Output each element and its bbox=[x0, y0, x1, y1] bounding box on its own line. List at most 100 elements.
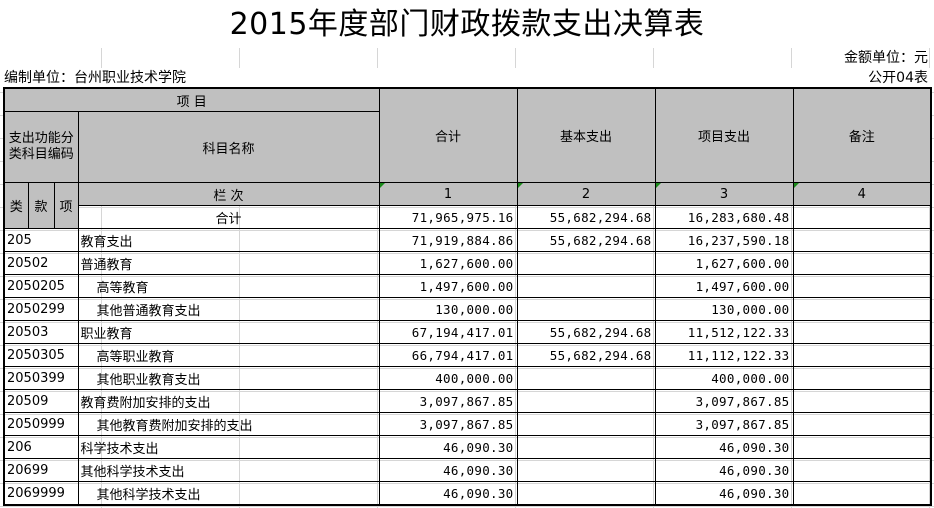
total-row-basic[interactable]: 55,682,294.68 bbox=[516, 205, 656, 229]
col-index-2[interactable]: 2 bbox=[516, 182, 656, 206]
row-total[interactable]: 130,000.00 bbox=[378, 297, 518, 321]
row-project[interactable]: 16,237,590.18 bbox=[654, 228, 794, 252]
row-subject-name[interactable]: 其他职业教育支出 bbox=[77, 366, 380, 390]
total-row-project[interactable]: 16,283,680.48 bbox=[654, 205, 794, 229]
row-basic[interactable] bbox=[516, 412, 656, 436]
header-lei[interactable]: 类 bbox=[3, 182, 29, 229]
header-subject-name[interactable]: 科目名称 bbox=[77, 111, 380, 183]
row-code[interactable]: 2050305 bbox=[3, 343, 79, 367]
row-code[interactable]: 205 bbox=[3, 228, 79, 252]
row-code[interactable]: 20509 bbox=[3, 389, 79, 413]
row-total[interactable]: 66,794,417.01 bbox=[378, 343, 518, 367]
row-project[interactable]: 3,097,867.85 bbox=[654, 412, 794, 436]
row-note[interactable] bbox=[792, 228, 932, 252]
row-subject-name[interactable]: 科学技术支出 bbox=[77, 435, 380, 459]
row-total[interactable]: 1,497,600.00 bbox=[378, 274, 518, 298]
row-note[interactable] bbox=[792, 366, 932, 390]
row-code[interactable]: 20502 bbox=[3, 251, 79, 275]
row-basic[interactable]: 55,682,294.68 bbox=[516, 228, 656, 252]
row-note[interactable] bbox=[792, 412, 932, 436]
row-code[interactable]: 20699 bbox=[3, 458, 79, 482]
row-basic[interactable] bbox=[516, 251, 656, 275]
row-project[interactable]: 46,090.30 bbox=[654, 481, 794, 506]
row-project[interactable]: 11,112,122.33 bbox=[654, 343, 794, 367]
row-note[interactable] bbox=[792, 343, 932, 367]
row-basic[interactable] bbox=[516, 297, 656, 321]
row-basic[interactable]: 55,682,294.68 bbox=[516, 320, 656, 344]
col-index-4[interactable]: 4 bbox=[792, 182, 932, 206]
row-code[interactable]: 206 bbox=[3, 435, 79, 459]
row-subject-name[interactable]: 教育支出 bbox=[77, 228, 380, 252]
table-row: 2050299 其他普通教育支出 130,000.00 130,000.00 bbox=[3, 297, 932, 321]
header-kuan[interactable]: 款 bbox=[27, 182, 55, 229]
table-row: 20509 教育费附加安排的支出 3,097,867.85 3,097,867.85 bbox=[3, 389, 932, 413]
row-basic[interactable]: 55,682,294.68 bbox=[516, 343, 656, 367]
row-note[interactable] bbox=[792, 251, 932, 275]
row-subject-name[interactable]: 其他科学技术支出 bbox=[77, 458, 380, 482]
report-title: 2015年度部门财政拨款支出决算表 bbox=[0, 0, 934, 48]
row-basic[interactable] bbox=[516, 389, 656, 413]
row-subject-name[interactable]: 高等职业教育 bbox=[77, 343, 380, 367]
row-code[interactable]: 2050299 bbox=[3, 297, 79, 321]
row-basic[interactable] bbox=[516, 274, 656, 298]
header-xiang[interactable]: 项 bbox=[53, 182, 79, 229]
col-index-3[interactable]: 3 bbox=[654, 182, 794, 206]
header-basic-expenditure[interactable]: 基本支出 bbox=[516, 87, 656, 183]
row-note[interactable] bbox=[792, 389, 932, 413]
row-code[interactable]: 20503 bbox=[3, 320, 79, 344]
row-total[interactable]: 46,090.30 bbox=[378, 481, 518, 506]
row-note[interactable] bbox=[792, 297, 932, 321]
row-note[interactable] bbox=[792, 320, 932, 344]
total-row-total[interactable]: 71,965,975.16 bbox=[378, 205, 518, 229]
row-total[interactable]: 46,090.30 bbox=[378, 435, 518, 459]
table-row: 20502 普通教育 1,627,600.00 1,627,600.00 bbox=[3, 251, 932, 275]
row-code[interactable]: 2069999 bbox=[3, 481, 79, 506]
row-subject-name[interactable]: 其他普通教育支出 bbox=[77, 297, 380, 321]
row-total[interactable]: 46,090.30 bbox=[378, 458, 518, 482]
row-note[interactable] bbox=[792, 274, 932, 298]
row-basic[interactable] bbox=[516, 481, 656, 506]
row-project[interactable]: 130,000.00 bbox=[654, 297, 794, 321]
row-basic[interactable] bbox=[516, 458, 656, 482]
row-subject-name[interactable]: 普通教育 bbox=[77, 251, 380, 275]
header-function-code[interactable]: 支出功能分类科目编码 bbox=[3, 111, 79, 183]
row-total[interactable]: 71,919,884.86 bbox=[378, 228, 518, 252]
row-total[interactable]: 3,097,867.85 bbox=[378, 389, 518, 413]
row-subject-name[interactable]: 教育费附加安排的支出 bbox=[77, 389, 380, 413]
header-item[interactable]: 项 目 bbox=[3, 87, 380, 112]
row-code[interactable]: 2050399 bbox=[3, 366, 79, 390]
row-basic[interactable] bbox=[516, 366, 656, 390]
row-subject-name[interactable]: 其他科学技术支出 bbox=[77, 481, 380, 506]
row-note[interactable] bbox=[792, 458, 932, 482]
currency-unit-label: 金额单位：元 bbox=[840, 48, 928, 68]
header-project-expenditure[interactable]: 项目支出 bbox=[654, 87, 794, 183]
row-note[interactable] bbox=[792, 481, 932, 506]
row-code[interactable]: 2050999 bbox=[3, 412, 79, 436]
row-total[interactable]: 1,627,600.00 bbox=[378, 251, 518, 275]
header-total[interactable]: 合计 bbox=[378, 87, 518, 183]
row-project[interactable]: 46,090.30 bbox=[654, 458, 794, 482]
row-subject-name[interactable]: 职业教育 bbox=[77, 320, 380, 344]
row-project[interactable]: 1,497,600.00 bbox=[654, 274, 794, 298]
row-note[interactable] bbox=[792, 435, 932, 459]
row-total[interactable]: 400,000.00 bbox=[378, 366, 518, 390]
row-project[interactable]: 1,627,600.00 bbox=[654, 251, 794, 275]
row-subject-name[interactable]: 其他教育费附加安排的支出 bbox=[77, 412, 380, 436]
table-row: 205 教育支出 71,919,884.86 55,682,294.68 16,237,… bbox=[3, 228, 932, 252]
header-note[interactable]: 备注 bbox=[792, 87, 932, 183]
row-total[interactable]: 67,194,417.01 bbox=[378, 320, 518, 344]
row-project[interactable]: 3,097,867.85 bbox=[654, 389, 794, 413]
row-project[interactable]: 46,090.30 bbox=[654, 435, 794, 459]
row-total[interactable]: 3,097,867.85 bbox=[378, 412, 518, 436]
row-project[interactable]: 11,512,122.33 bbox=[654, 320, 794, 344]
row-project[interactable]: 400,000.00 bbox=[654, 366, 794, 390]
table-row: 20503 职业教育 67,194,417.01 55,682,294.68 11,51… bbox=[3, 320, 932, 344]
row-basic[interactable] bbox=[516, 435, 656, 459]
total-row-note[interactable] bbox=[792, 205, 932, 229]
col-index-1[interactable]: 1 bbox=[378, 182, 518, 206]
total-row-label[interactable]: 合计 bbox=[77, 205, 380, 229]
header-column-sequence[interactable]: 栏 次 bbox=[77, 182, 380, 206]
row-code[interactable]: 2050205 bbox=[3, 274, 79, 298]
row-subject-name[interactable]: 高等教育 bbox=[77, 274, 380, 298]
org-info-line: 编制单位：台州职业技术学院 公开04表 bbox=[0, 68, 934, 88]
